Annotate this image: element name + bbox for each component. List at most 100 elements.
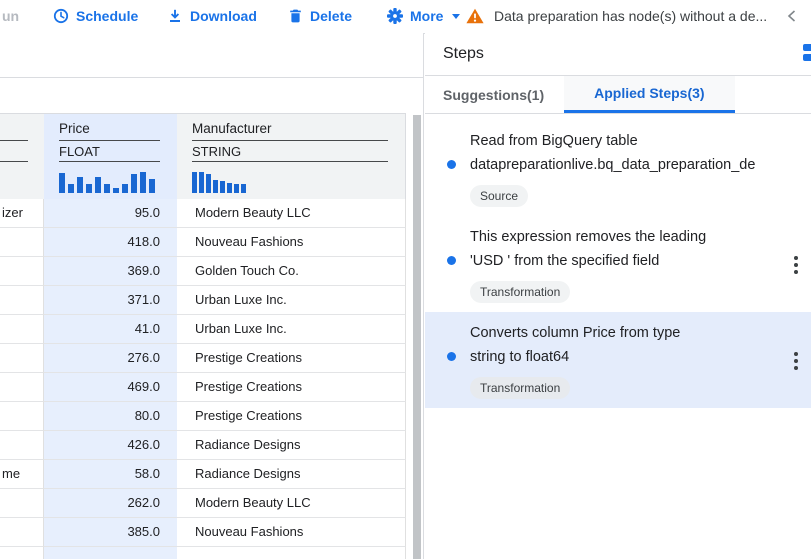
step-title-line: datapreparationlive.bq_data_preparation_… (470, 157, 756, 173)
table-row[interactable] (0, 547, 406, 559)
step-item[interactable]: Converts column Price from type string to… (425, 312, 811, 408)
cell-price: 41.0 (44, 315, 177, 344)
cell-price: 262.0 (44, 489, 177, 518)
cell-cutoff-column (0, 402, 44, 431)
delete-button[interactable]: Delete (288, 0, 352, 32)
more-label: More (410, 8, 444, 24)
warning-message: Data preparation has node(s) without a d… (466, 0, 767, 32)
manufacturer-histogram (177, 162, 405, 200)
vertical-scrollbar[interactable] (413, 115, 421, 559)
step-title-line: Converts column Price from type (470, 325, 681, 341)
cell-cutoff-column (0, 286, 44, 315)
step-item[interactable]: This expression removes the leading 'USD … (425, 216, 811, 312)
toolbar: un Schedule Download Delete (0, 0, 811, 34)
steps-panel: Steps Suggestions(1) Applied Steps(3) Re… (425, 33, 811, 559)
cell-manufacturer: Nouveau Fashions (177, 228, 406, 257)
schedule-button[interactable]: Schedule (53, 0, 138, 32)
cell-manufacturer: Radiance Designs (177, 460, 406, 489)
steps-list: Read from BigQuery table datapreparationl… (425, 114, 811, 408)
step-menu-kebab-icon[interactable] (787, 349, 805, 373)
cell-cutoff-column (0, 373, 44, 402)
collapse-chevron-icon[interactable] (786, 0, 797, 32)
cell-cutoff-column: izer (0, 199, 44, 228)
step-item[interactable]: Read from BigQuery table datapreparationl… (425, 120, 811, 216)
table-header: Price FLOAT Manufacturer STRING (0, 113, 406, 200)
data-grid-region: Price FLOAT Manufacturer STRING izer 95.0… (0, 33, 423, 559)
step-type-badge: Transformation (470, 281, 571, 303)
table-row[interactable]: 371.0 Urban Luxe Inc. (0, 286, 406, 315)
cell-manufacturer: Urban Luxe Inc. (177, 315, 406, 344)
download-icon (167, 8, 183, 24)
cell-price: 385.0 (44, 518, 177, 547)
warning-icon (466, 8, 484, 24)
cell-price (44, 547, 177, 559)
cell-manufacturer: Modern Beauty LLC (177, 199, 406, 228)
step-type-badge: Transformation (470, 377, 571, 399)
cell-manufacturer: Prestige Creations (177, 402, 406, 431)
tab-suggestions[interactable]: Suggestions(1) (443, 86, 545, 103)
cell-price: 369.0 (44, 257, 177, 286)
cell-cutoff-column (0, 315, 44, 344)
cell-manufacturer: Radiance Designs (177, 431, 406, 460)
column-type (0, 141, 28, 162)
table-row[interactable]: 469.0 Prestige Creations (0, 373, 406, 402)
table-row[interactable]: me 58.0 Radiance Designs (0, 460, 406, 489)
table-row[interactable]: 276.0 Prestige Creations (0, 344, 406, 373)
cell-cutoff-column (0, 518, 44, 547)
table-row[interactable]: 369.0 Golden Touch Co. (0, 257, 406, 286)
column-header-price[interactable]: Price FLOAT (44, 114, 177, 200)
cell-manufacturer: Prestige Creations (177, 373, 406, 402)
table-row[interactable]: 418.0 Nouveau Fashions (0, 228, 406, 257)
table-body: izer 95.0 Modern Beauty LLC 418.0 Nouveau Fa… (0, 199, 406, 559)
cell-price: 371.0 (44, 286, 177, 315)
step-title-line: This expression removes the leading (470, 229, 707, 245)
cell-cutoff-column: me (0, 460, 44, 489)
trash-icon (288, 8, 303, 24)
steps-panel-title: Steps (443, 45, 484, 62)
table-row[interactable]: 262.0 Modern Beauty LLC (0, 489, 406, 518)
panel-divider (423, 33, 424, 559)
cell-cutoff-column (0, 228, 44, 257)
column-name: Price (59, 114, 160, 141)
tab-applied-steps[interactable]: Applied Steps(3) (564, 76, 735, 113)
step-status-dot-icon (447, 352, 456, 361)
step-type-badge: Source (470, 185, 529, 207)
table-row[interactable]: izer 95.0 Modern Beauty LLC (0, 199, 406, 228)
cell-manufacturer: Modern Beauty LLC (177, 489, 406, 518)
cell-price: 469.0 (44, 373, 177, 402)
grid-toolbar-band (0, 33, 423, 78)
panel-action-icon-cutoff[interactable] (803, 44, 811, 64)
cell-price: 80.0 (44, 402, 177, 431)
table-row[interactable]: 80.0 Prestige Creations (0, 402, 406, 431)
price-histogram (44, 162, 177, 200)
cell-manufacturer: Prestige Creations (177, 344, 406, 373)
cell-price: 426.0 (44, 431, 177, 460)
cell-manufacturer: Nouveau Fashions (177, 518, 406, 547)
cell-cutoff-column (0, 431, 44, 460)
schedule-label: Schedule (76, 8, 139, 24)
step-title-line: 'USD ' from the specified field (470, 253, 660, 269)
download-label: Download (190, 8, 257, 24)
step-title-line: string to float64 (470, 349, 570, 365)
cell-price: 58.0 (44, 460, 177, 489)
step-title-line: Read from BigQuery table (470, 133, 638, 149)
cell-price: 418.0 (44, 228, 177, 257)
column-header-cutoff[interactable] (0, 114, 44, 200)
more-button[interactable]: More (387, 0, 461, 32)
step-status-dot-icon (447, 256, 456, 265)
cell-manufacturer: Golden Touch Co. (177, 257, 406, 286)
cell-cutoff-column (0, 257, 44, 286)
step-menu-kebab-icon[interactable] (787, 253, 805, 277)
table-row[interactable]: 41.0 Urban Luxe Inc. (0, 315, 406, 344)
column-header-manufacturer[interactable]: Manufacturer STRING (177, 114, 406, 200)
download-button[interactable]: Download (167, 0, 257, 32)
warning-text: Data preparation has node(s) without a d… (494, 8, 768, 24)
steps-tabs: Suggestions(1) Applied Steps(3) (425, 76, 811, 114)
column-type: FLOAT (59, 141, 160, 162)
table-row[interactable]: 426.0 Radiance Designs (0, 431, 406, 460)
column-name (0, 114, 28, 141)
table-row[interactable]: 385.0 Nouveau Fashions (0, 518, 406, 547)
run-button-fragment[interactable]: un (2, 8, 20, 24)
cell-cutoff-column (0, 344, 44, 373)
